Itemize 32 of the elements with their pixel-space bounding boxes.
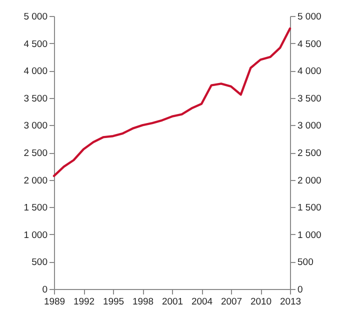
y-tick-label: 1 500	[24, 202, 48, 214]
y-tick-label: 4 000	[24, 66, 48, 78]
x-tick-label: 1989	[44, 296, 66, 308]
x-tick-label: 2010	[250, 296, 272, 308]
y-tick-label: 3 500	[24, 93, 48, 104]
y2-tick-label: 4 000	[298, 66, 322, 78]
line-series	[52, 27, 292, 178]
y-tick-label: 500	[32, 257, 48, 268]
y2-tick-label: 5 000	[298, 12, 322, 22]
y-tick-label: 0	[42, 284, 48, 296]
y2-tick-label: 0	[298, 284, 303, 296]
x-tick-label: 2004	[191, 296, 213, 308]
y-tick-label: 1 000	[24, 230, 48, 241]
x-tick-label: 2013	[280, 296, 302, 308]
x-tick-label: 2001	[162, 296, 184, 308]
y-tick-label: 4 500	[24, 38, 48, 50]
y2-tick-label: 3 000	[298, 120, 322, 132]
y-tick-label: 2 000	[24, 175, 48, 186]
y2-tick-label: 2 000	[298, 175, 322, 186]
x-tick-label: 1992	[73, 296, 95, 308]
y2-tick-label: 1 500	[298, 202, 322, 214]
x-tick-label: 1998	[132, 296, 154, 308]
y-tick-label: 3 000	[24, 120, 48, 132]
y2-tick-label: 500	[298, 257, 314, 268]
y2-tick-label: 4 500	[298, 38, 322, 50]
y2-tick-label: 1 000	[298, 230, 322, 241]
y2-tick-label: 2 500	[298, 148, 322, 159]
y-tick-label: 2 500	[24, 148, 48, 159]
x-tick-label: 2007	[220, 296, 242, 308]
y-tick-label: 5 000	[24, 12, 48, 22]
y2-tick-label: 3 500	[298, 93, 322, 104]
x-tick-label: 1995	[102, 296, 124, 308]
